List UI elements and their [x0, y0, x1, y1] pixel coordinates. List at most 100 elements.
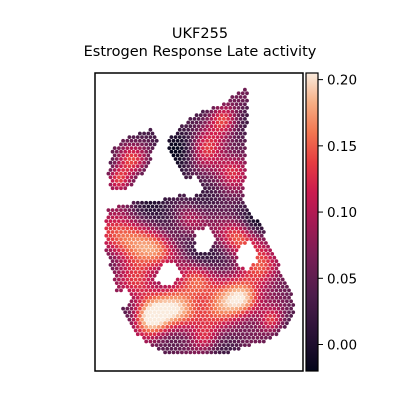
tissue-spot [117, 160, 121, 165]
tissue-spot [163, 292, 168, 296]
tissue-spot [161, 317, 165, 322]
tissue-spot [163, 219, 168, 224]
tissue-spot [123, 259, 128, 264]
tissue-spot [150, 292, 155, 296]
tissue-spot [159, 241, 163, 245]
tissue-spot [243, 160, 247, 165]
tissue-spot [236, 230, 241, 234]
tissue-spot [230, 153, 235, 158]
tissue-spot [119, 237, 123, 242]
tissue-spot [146, 277, 151, 282]
tissue-spot [213, 204, 218, 209]
tissue-spot [285, 306, 289, 311]
tissue-spot [224, 237, 228, 242]
tissue-spot [167, 328, 172, 333]
tissue-spot [171, 292, 176, 296]
tissue-spot [211, 208, 216, 213]
tissue-spot [224, 179, 228, 183]
tissue-spot [270, 259, 275, 264]
tissue-spot [182, 127, 186, 132]
tissue-spot [108, 255, 113, 260]
tissue-spot [108, 263, 113, 267]
tissue-spot [154, 263, 159, 267]
tissue-spot [255, 335, 260, 340]
tissue-spot [156, 215, 161, 220]
tissue-spot [121, 175, 125, 180]
tissue-spot [180, 306, 184, 311]
tissue-spot [215, 237, 220, 242]
tissue-spot [167, 284, 172, 289]
tissue-spot [222, 350, 226, 355]
tissue-spot [152, 332, 157, 337]
tissue-spot [184, 160, 189, 165]
tissue-spot [224, 215, 228, 220]
tissue-spot [182, 157, 186, 161]
tissue-spot [201, 306, 205, 311]
tissue-spot [192, 248, 197, 253]
tissue-spot [205, 160, 210, 165]
tissue-spot [222, 146, 226, 151]
tissue-spot [186, 222, 191, 227]
tissue-spot [177, 135, 182, 140]
tissue-spot [169, 149, 174, 154]
tissue-spot [196, 314, 201, 318]
tissue-spot [201, 350, 205, 355]
tissue-spot [213, 211, 218, 216]
tissue-spot [190, 339, 195, 344]
tissue-spot [205, 109, 210, 114]
tissue-spot [230, 299, 235, 304]
tissue-spot [249, 303, 254, 307]
tissue-spot [114, 149, 119, 154]
tissue-spot [222, 117, 226, 121]
tissue-spot [266, 325, 270, 329]
tissue-spot [211, 339, 216, 344]
tissue-spot [272, 284, 277, 289]
tissue-spot [234, 131, 239, 136]
tissue-spot [188, 292, 193, 296]
tissue-spot [123, 157, 128, 161]
tissue-spot [131, 230, 136, 234]
tissue-spot [287, 303, 291, 307]
tissue-spot [167, 241, 172, 245]
tissue-spot [215, 259, 220, 264]
tissue-spot [203, 339, 207, 344]
tissue-spot [201, 190, 205, 194]
tissue-spot [121, 146, 125, 151]
tissue-spot [186, 273, 191, 278]
tissue-spot [192, 321, 197, 326]
tissue-spot [259, 335, 264, 340]
tissue-spot [135, 157, 140, 161]
tissue-spot [238, 124, 243, 129]
tissue-spot [135, 259, 140, 264]
tissue-spot [171, 335, 176, 340]
tissue-spot [186, 208, 191, 213]
tissue-spot [175, 335, 180, 340]
tissue-spot [167, 138, 172, 143]
tissue-spot [175, 299, 180, 304]
tissue-spot [159, 299, 163, 304]
tissue-spot [228, 157, 233, 161]
tissue-spot [175, 277, 180, 282]
tissue-spot [270, 273, 275, 278]
tissue-spot [173, 200, 178, 205]
tissue-spot [203, 325, 207, 329]
tissue-spot [138, 255, 142, 260]
tissue-spot [190, 303, 195, 307]
tissue-spot [184, 350, 189, 355]
tissue-spot [230, 335, 235, 340]
tissue-spot [213, 277, 218, 282]
tissue-spot [184, 153, 189, 158]
tissue-spot [121, 219, 125, 224]
tissue-spot [131, 157, 136, 161]
tissue-spot [171, 255, 176, 260]
tissue-spot [177, 288, 182, 293]
tissue-spot [215, 186, 220, 191]
tissue-spot [219, 135, 224, 140]
tissue-spot [207, 222, 212, 227]
tissue-spot [180, 335, 184, 340]
tissue-spot [278, 288, 283, 293]
tissue-spot [219, 215, 224, 220]
tissue-spot [186, 266, 191, 271]
tissue-spot [222, 197, 226, 202]
tissue-spot [121, 211, 125, 216]
